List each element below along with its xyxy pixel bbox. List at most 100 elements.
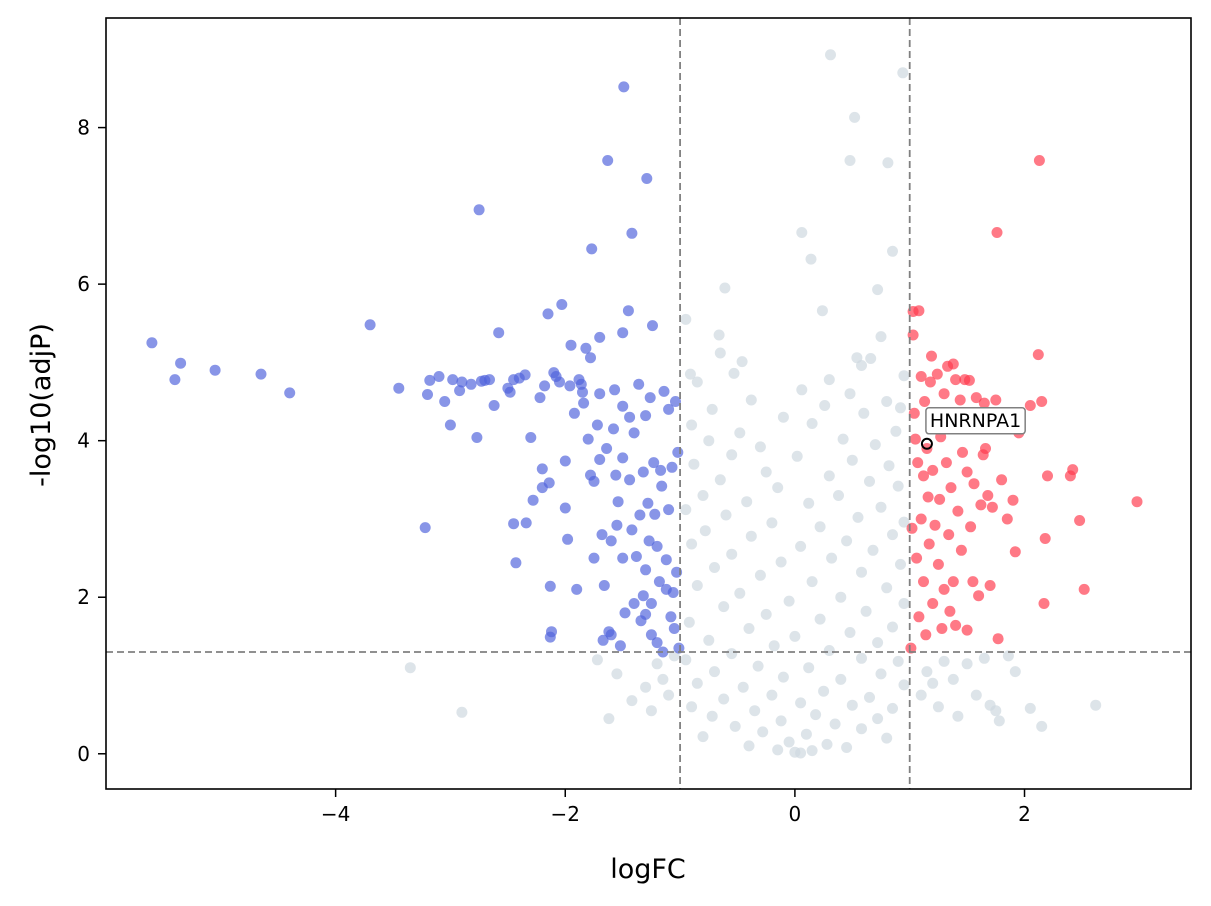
point-not-significant xyxy=(729,720,741,732)
point-not-significant xyxy=(821,738,833,750)
point-not-significant xyxy=(749,705,761,717)
point-not-significant xyxy=(856,652,867,664)
point-down xyxy=(668,623,680,634)
point-down xyxy=(554,376,565,388)
point-not-significant xyxy=(892,480,904,492)
point-up xyxy=(922,491,934,503)
point-up xyxy=(961,466,973,478)
point-not-significant xyxy=(657,673,669,685)
point-down xyxy=(419,522,431,534)
point-not-significant xyxy=(691,580,703,591)
point-not-significant xyxy=(864,475,875,487)
point-down xyxy=(605,535,617,547)
point-down xyxy=(633,378,645,390)
point-down xyxy=(577,386,588,398)
point-not-significant xyxy=(837,433,849,445)
ns-points-group xyxy=(404,49,1102,759)
point-not-significant xyxy=(835,591,847,603)
point-not-significant xyxy=(806,745,818,757)
point-not-significant xyxy=(897,67,909,79)
point-not-significant xyxy=(720,509,732,521)
point-not-significant xyxy=(835,673,847,685)
point-not-significant xyxy=(611,668,623,680)
point-not-significant xyxy=(697,490,709,501)
point-not-significant xyxy=(691,677,703,689)
point-down xyxy=(648,457,660,469)
point-down xyxy=(637,590,649,602)
x-tick-label: 0 xyxy=(789,802,802,826)
point-up xyxy=(1039,533,1051,544)
point-not-significant xyxy=(1002,650,1014,662)
y-tick-label: 6 xyxy=(77,272,90,296)
point-not-significant xyxy=(775,715,787,727)
point-not-significant xyxy=(865,353,877,364)
point-down xyxy=(473,204,485,216)
point-not-significant xyxy=(829,718,841,730)
point-not-significant xyxy=(898,516,910,528)
point-down xyxy=(672,446,684,458)
point-up xyxy=(1036,396,1048,407)
point-not-significant xyxy=(591,654,603,666)
point-not-significant xyxy=(768,640,780,652)
point-up xyxy=(934,493,946,505)
point-not-significant xyxy=(875,668,887,680)
point-up xyxy=(915,513,927,525)
point-down xyxy=(608,423,619,435)
point-down xyxy=(655,464,667,476)
point-not-significant xyxy=(856,723,867,735)
y-axis-label: -log10(adjP) xyxy=(26,323,57,487)
point-up xyxy=(1042,470,1053,482)
point-not-significant xyxy=(706,710,718,722)
point-not-significant xyxy=(875,501,887,513)
point-down xyxy=(673,642,685,654)
point-not-significant xyxy=(741,496,753,508)
point-not-significant xyxy=(895,402,906,414)
point-down xyxy=(209,364,221,376)
y-tick-label: 4 xyxy=(77,429,90,453)
point-up xyxy=(980,443,991,454)
point-up xyxy=(996,474,1008,486)
point-not-significant xyxy=(846,699,858,711)
point-down xyxy=(544,580,556,592)
point-not-significant xyxy=(703,435,715,447)
point-up xyxy=(926,350,937,362)
point-not-significant xyxy=(777,671,789,683)
point-up xyxy=(1024,400,1036,411)
point-down xyxy=(504,386,516,398)
point-not-significant xyxy=(775,556,787,568)
point-not-significant xyxy=(718,601,730,613)
point-down xyxy=(582,433,594,445)
point-up xyxy=(944,605,956,617)
point-down xyxy=(471,432,483,443)
point-not-significant xyxy=(872,713,884,725)
point-down xyxy=(640,608,652,620)
point-not-significant xyxy=(734,427,746,439)
point-down xyxy=(660,554,672,566)
point-down xyxy=(542,308,554,320)
point-not-significant xyxy=(683,616,695,628)
point-not-significant xyxy=(823,374,835,386)
point-not-significant xyxy=(766,689,778,701)
point-not-significant xyxy=(795,540,807,552)
point-down xyxy=(578,397,590,409)
point-down xyxy=(651,637,663,649)
point-up xyxy=(984,580,996,591)
x-axis: −4 −2 0 2 xyxy=(321,789,1031,826)
point-up xyxy=(950,619,962,631)
point-not-significant xyxy=(816,305,828,317)
y-tick-label: 2 xyxy=(77,585,90,609)
point-up xyxy=(955,544,967,556)
point-down xyxy=(645,598,657,609)
point-up xyxy=(943,529,955,541)
point-not-significant xyxy=(703,634,715,646)
point-not-significant xyxy=(932,701,944,713)
point-down xyxy=(651,540,663,552)
point-down xyxy=(255,368,267,380)
point-up xyxy=(938,583,950,595)
point-not-significant xyxy=(795,697,807,709)
point-down xyxy=(588,475,600,487)
point-up xyxy=(1078,583,1090,595)
point-up xyxy=(992,633,1004,645)
point-not-significant xyxy=(806,418,818,429)
